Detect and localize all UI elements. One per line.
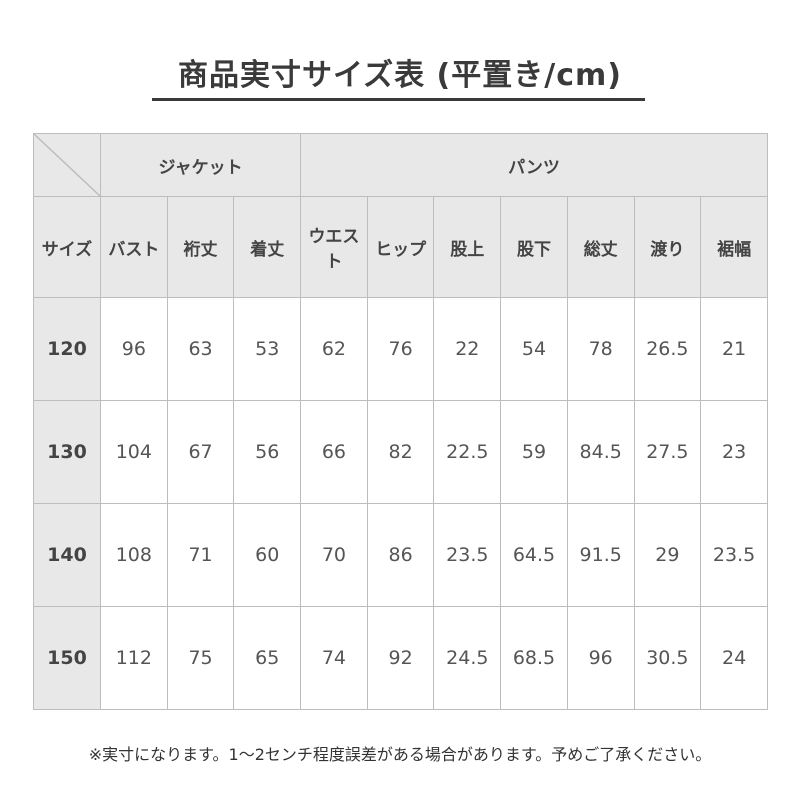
value-cell: 23.5 — [433, 503, 502, 607]
footnote: ※実寸になります。1～2センチ程度誤差がある場合があります。予めご了承ください。 — [88, 745, 712, 764]
group-header-row: ジャケット パンツ — [33, 133, 768, 197]
value-cell: 74 — [300, 606, 368, 710]
column-header: 総丈 — [566, 196, 635, 298]
value-cell: 54 — [500, 297, 568, 401]
size-cell: 150 — [33, 606, 101, 710]
column-header: 股上 — [433, 196, 502, 298]
value-cell: 22 — [433, 297, 502, 401]
size-cell: 130 — [33, 400, 101, 504]
value-cell: 23.5 — [700, 503, 768, 607]
value-cell: 22.5 — [433, 400, 502, 504]
group-jacket: ジャケット — [99, 133, 302, 197]
value-cell: 24 — [700, 606, 768, 710]
column-header: ヒップ — [366, 196, 435, 298]
value-cell: 75 — [166, 606, 235, 710]
column-header-row: サイズ バスト 裄丈 着丈 ウエスト ヒップ 股上 股下 総丈 渡り 裾幅 — [33, 196, 768, 298]
value-cell: 86 — [366, 503, 435, 607]
value-cell: 91.5 — [566, 503, 635, 607]
page-title: 商品実寸サイズ表 (平置き/cm) — [178, 58, 622, 93]
size-cell: 140 — [33, 503, 101, 607]
value-cell: 108 — [100, 503, 168, 607]
value-cell: 64.5 — [500, 503, 568, 607]
value-cell: 96 — [566, 606, 635, 710]
table-row: 130 104 67 56 66 82 22.5 59 84.5 27.5 23 — [33, 400, 768, 504]
value-cell: 21 — [700, 297, 768, 401]
value-cell: 53 — [233, 297, 302, 401]
value-cell: 63 — [166, 297, 235, 401]
value-cell: 96 — [100, 297, 168, 401]
table-row: 140 108 71 60 70 86 23.5 64.5 91.5 29 23.5 — [33, 503, 768, 607]
value-cell: 30.5 — [633, 606, 702, 710]
value-cell: 56 — [233, 400, 302, 504]
column-header: バスト — [100, 196, 168, 298]
value-cell: 78 — [566, 297, 635, 401]
column-header: 股下 — [500, 196, 568, 298]
value-cell: 60 — [233, 503, 302, 607]
value-cell: 27.5 — [633, 400, 702, 504]
value-cell: 62 — [300, 297, 368, 401]
value-cell: 59 — [500, 400, 568, 504]
value-cell: 112 — [100, 606, 168, 710]
size-cell: 120 — [33, 297, 101, 401]
value-cell: 24.5 — [433, 606, 502, 710]
value-cell: 82 — [366, 400, 435, 504]
value-cell: 67 — [166, 400, 235, 504]
column-header: 裾幅 — [700, 196, 768, 298]
value-cell: 84.5 — [566, 400, 635, 504]
group-pants: パンツ — [300, 133, 768, 197]
title-underline — [152, 98, 645, 101]
value-cell: 26.5 — [633, 297, 702, 401]
column-header: 渡り — [633, 196, 702, 298]
table-row: 150 112 75 65 74 92 24.5 68.5 96 30.5 24 — [33, 606, 768, 710]
value-cell: 76 — [366, 297, 435, 401]
column-header: 裄丈 — [166, 196, 235, 298]
column-header: サイズ — [33, 196, 101, 298]
value-cell: 29 — [633, 503, 702, 607]
value-cell: 65 — [233, 606, 302, 710]
value-cell: 23 — [700, 400, 768, 504]
column-header: ウエスト — [300, 196, 368, 298]
corner-cell — [33, 133, 101, 197]
size-table: ジャケット パンツ サイズ バスト 裄丈 着丈 ウエスト ヒップ 股上 股下 総丈 渡り 裾幅 12… — [33, 133, 768, 710]
value-cell: 68.5 — [500, 606, 568, 710]
table-row: 120 96 63 53 62 76 22 54 78 26.5 21 — [33, 297, 768, 401]
value-cell: 92 — [366, 606, 435, 710]
value-cell: 71 — [166, 503, 235, 607]
value-cell: 66 — [300, 400, 368, 504]
column-header: 着丈 — [233, 196, 302, 298]
value-cell: 70 — [300, 503, 368, 607]
value-cell: 104 — [100, 400, 168, 504]
